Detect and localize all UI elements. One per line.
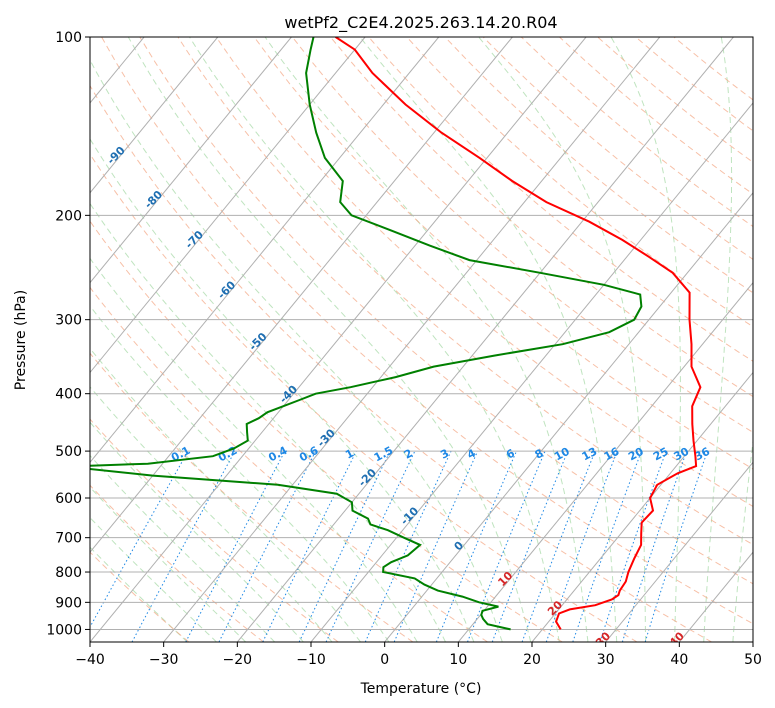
isotherm-line <box>90 37 366 374</box>
isotherm-line <box>90 37 587 642</box>
plot-frame <box>89 36 754 643</box>
isotherm-line <box>90 37 440 464</box>
x-tick-label: 50 <box>744 652 762 668</box>
mixing-ratio-line <box>364 450 452 642</box>
isobars <box>90 37 753 630</box>
isotherm-line <box>310 102 753 642</box>
mixing-ratio-line <box>572 450 642 642</box>
x-tick-label: −20 <box>223 652 253 668</box>
moist-adiabat-line <box>703 37 733 642</box>
x-axis: −40 −30 −20 −10 0 10 20 30 40 50 <box>75 642 762 668</box>
moist-adiabat-line <box>90 305 390 642</box>
dry-adiabat-line <box>90 220 563 642</box>
dry-adiabat-line <box>90 286 488 642</box>
mixing-ratio-line <box>599 450 667 642</box>
x-tick-label: 10 <box>449 652 467 668</box>
y-tick-label: 500 <box>55 444 82 460</box>
mixing-ratio-line <box>131 450 236 642</box>
moist-adiabat-line <box>90 486 247 642</box>
x-tick-label: −10 <box>296 652 326 668</box>
mixing-ratio-line <box>644 450 708 642</box>
mixing-ratio-line <box>262 450 357 642</box>
mixing-ratio-label: 20 <box>626 445 646 464</box>
mixing-ratio-line <box>621 450 688 642</box>
y-tick-label: 600 <box>55 491 82 507</box>
isotherm-line <box>531 371 753 642</box>
moist-adiabats <box>90 37 753 642</box>
y-axis-label: Pressure (hPa) <box>13 290 29 390</box>
moist-adiabat-line <box>732 436 753 642</box>
mixing-ratio-line <box>218 450 317 642</box>
isotherm-line <box>90 37 513 553</box>
y-tick-label: 700 <box>55 531 82 547</box>
plot-area: 0.10.20.40.611.52346810131620253036-100-… <box>90 37 753 642</box>
moist-adiabat-line <box>189 37 560 642</box>
x-tick-label: 20 <box>523 652 541 668</box>
dry-adiabat-line <box>90 484 264 642</box>
moist-adiabat-line <box>90 138 475 642</box>
moist-adiabat-line <box>478 37 647 642</box>
x-tick-label: 30 <box>597 652 615 668</box>
x-tick-label: 0 <box>380 652 389 668</box>
isotherm-line <box>384 192 753 642</box>
moist-adiabat-line <box>90 546 188 642</box>
y-axis: 100 200 300 400 500 600 700 800 900 1000 <box>46 30 90 638</box>
y-tick-label: 200 <box>55 208 82 224</box>
mixing-ratio-label: 16 <box>602 445 622 464</box>
isotherm-line <box>605 461 753 642</box>
temperature-profile-line <box>335 37 702 630</box>
y-tick-label: 800 <box>55 565 82 581</box>
mixing-ratio-line <box>491 450 569 642</box>
x-tick-label: −40 <box>75 652 105 668</box>
x-tick-label: 40 <box>670 652 688 668</box>
y-tick-label: 100 <box>55 30 82 46</box>
mixing-ratio-line <box>545 450 618 642</box>
dry-adiabat-line <box>253 37 753 470</box>
mixing-ratio-label: 10 <box>552 445 572 464</box>
dewpoint-profile-line <box>90 37 643 631</box>
dry-adiabat-line <box>90 153 638 642</box>
y-tick-label: 300 <box>55 313 82 329</box>
moist-adiabat-line <box>90 386 333 642</box>
isotherm-line <box>236 37 734 642</box>
isotherms <box>90 37 753 642</box>
mixing-ratio-label: 25 <box>651 445 671 464</box>
mixing-ratio-line <box>393 450 479 642</box>
y-tick-label: 400 <box>55 387 82 403</box>
mixing-ratio-line <box>435 450 517 642</box>
dry-adiabat-line <box>292 37 753 433</box>
isotherm-line <box>90 37 292 284</box>
dry-adiabat-line <box>90 352 414 642</box>
mixing-ratio-label: 30 <box>672 445 692 464</box>
mixing-ratio-line <box>521 450 596 642</box>
dry-adiabat-line <box>90 551 190 642</box>
moist-adiabat-line <box>90 59 503 642</box>
mixing-ratio-label: 36 <box>692 445 712 464</box>
y-tick-label: 1000 <box>46 622 82 638</box>
x-axis-label: Temperature (°C) <box>360 681 482 697</box>
isotherm-line <box>457 281 753 642</box>
moist-adiabat-line <box>90 516 217 642</box>
dry-adiabat-line <box>90 418 339 642</box>
mixing-ratio-label: 13 <box>580 445 600 464</box>
mixing-ratio-lines <box>90 450 708 642</box>
isotherm-line <box>90 37 219 194</box>
moist-adiabat-line <box>90 202 447 642</box>
chart-title: wetPf2_C2E4.2025.263.14.20.R04 <box>284 13 557 33</box>
isotherm-line <box>163 37 661 642</box>
mixing-ratio-line <box>467 450 546 642</box>
mixing-ratio-line <box>90 450 189 629</box>
moist-adiabat-line <box>127 37 532 642</box>
x-tick-label: −30 <box>149 652 179 668</box>
y-tick-label: 900 <box>55 595 82 611</box>
moist-adiabat-line <box>610 37 681 642</box>
moist-adiabat-line <box>264 37 589 642</box>
dry-adiabat-line <box>215 37 753 507</box>
